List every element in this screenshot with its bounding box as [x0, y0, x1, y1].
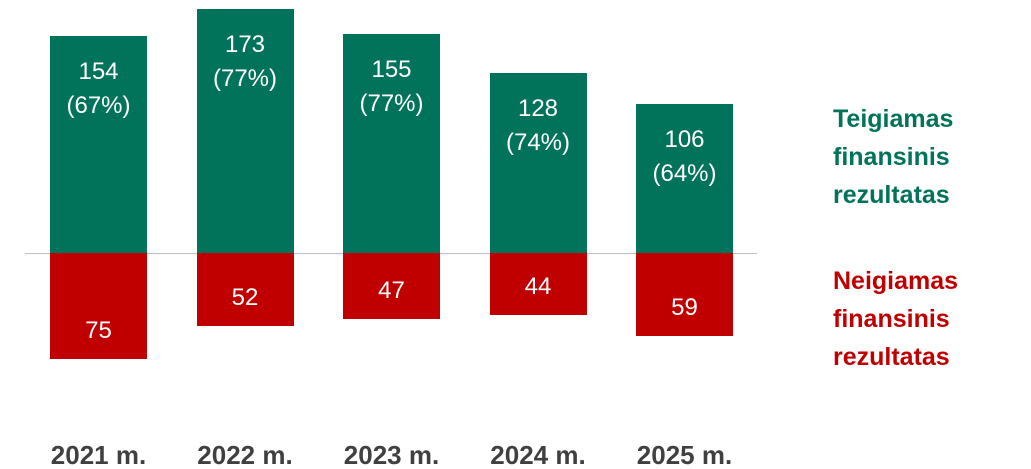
legend-entry: Teigiamas finansinis rezultatas	[833, 105, 954, 209]
x-tick-label: 2025 m.	[636, 440, 733, 469]
data-label: 155 (77%)	[359, 56, 424, 118]
x-tick-label: 2023 m.	[343, 440, 440, 469]
x-tick-label: 2022 m.	[197, 440, 293, 469]
bar	[50, 253, 147, 359]
data-label: 106 (64%)	[652, 125, 717, 187]
bar	[343, 253, 440, 320]
bar	[50, 35, 147, 253]
data-label: 154 (67%)	[66, 57, 131, 119]
x-tick-label: 2024 m.	[490, 440, 586, 469]
bar	[489, 253, 587, 316]
data-label: 44	[524, 273, 552, 301]
bar	[343, 34, 440, 253]
data-label: 128 (74%)	[505, 94, 571, 156]
data-label: 75	[85, 316, 112, 344]
bar	[489, 72, 587, 253]
data-label: 59	[671, 294, 698, 322]
data-label: 173 (77%)	[212, 31, 278, 93]
bar	[196, 253, 294, 327]
data-label: 47	[378, 277, 405, 305]
bar	[196, 9, 294, 253]
legend-entry: Neigiamas finansinis rezultatas	[833, 267, 959, 371]
bar	[636, 103, 733, 253]
bar	[636, 253, 733, 337]
data-label: 52	[231, 284, 259, 312]
x-tick-label: 2021 m.	[50, 440, 147, 469]
